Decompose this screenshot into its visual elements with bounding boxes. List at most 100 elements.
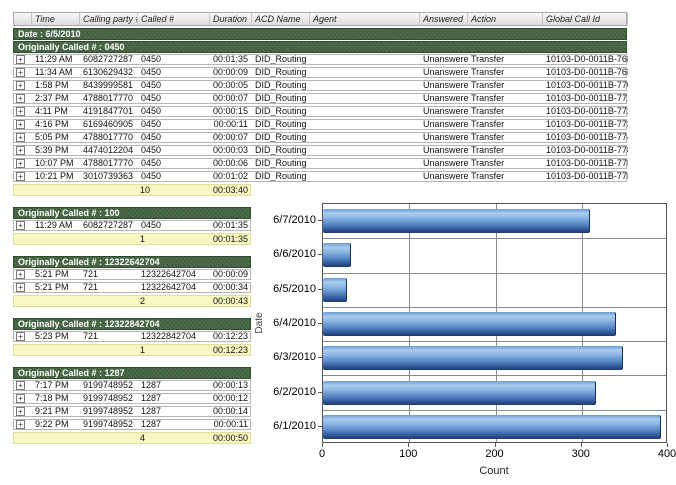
cell-time: 7:18 PM <box>35 394 69 403</box>
table-row: +5:05 PM 4788017770 0450 00:00:07 DID_Routin… <box>13 132 628 143</box>
group-summary-row: 10 00:03:40 <box>13 184 251 196</box>
cell-time: 1:58 PM <box>35 81 69 90</box>
y-tick-label: 6/2/2010 <box>273 385 316 398</box>
cell-called: 0450 <box>141 55 162 64</box>
plus-icon: + <box>16 221 25 230</box>
expand-button[interactable]: + <box>14 146 32 155</box>
bar-6-3-2010 <box>323 346 624 371</box>
cell-calling-party: 4788017770 <box>83 94 134 103</box>
cell-acd-name: DID_Routing <box>255 81 307 90</box>
cell-answered: Unanswered <box>423 81 468 90</box>
column-header-called[interactable]: Called # <box>138 13 210 25</box>
cell-time: 9:22 PM <box>35 420 69 429</box>
cell-calling-party: 4788017770 <box>83 159 134 168</box>
cell-global-call-id: 10103-D0-0011B-773 <box>546 120 628 129</box>
plus-icon: + <box>16 407 25 416</box>
y-tick-mark <box>318 288 322 290</box>
cell-acd-name: DID_Routing <box>255 146 307 155</box>
cell-calling-party: 4191847701 <box>83 107 134 116</box>
group-summary-row: 1 00:12:23 <box>13 344 251 356</box>
cell-calling-party: 9199748952 <box>83 394 134 403</box>
y-tick-mark <box>318 323 322 324</box>
cell-acd-name: DID_Routing <box>255 68 307 77</box>
expand-button[interactable]: + <box>14 381 32 390</box>
expand-button[interactable]: + <box>14 221 32 230</box>
cell-called: 1287 <box>141 420 162 429</box>
expand-button[interactable]: + <box>14 107 32 116</box>
table-row: +11:34 AM 6130629432 0450 00:00:09 DID_Routi… <box>13 67 628 78</box>
expand-button[interactable]: + <box>14 407 32 416</box>
cell-calling-party: 721 <box>83 283 99 292</box>
plus-icon: + <box>16 81 25 90</box>
cell-called: 12322642704 <box>141 283 197 292</box>
x-tick-mark <box>408 443 410 447</box>
cell-action: Transfer <box>471 146 505 155</box>
cell-global-call-id: 10103-D0-0011B-77F <box>546 172 628 181</box>
cell-called: 12322642704 <box>141 270 197 279</box>
cell-agent <box>310 159 420 168</box>
cell-action: Transfer <box>471 68 505 77</box>
cell-called: 0450 <box>141 107 162 116</box>
expand-button[interactable]: + <box>14 81 32 90</box>
x-tick-mark <box>580 443 582 447</box>
summary-total-duration: 00:01:35 <box>212 234 248 244</box>
cell-time: 4:16 PM <box>35 120 69 129</box>
plus-icon: + <box>16 332 25 341</box>
cell-calling-party: 6169460905 <box>83 120 134 129</box>
cell-acd-name: DID_Routing <box>255 55 307 64</box>
cell-calling-party: 8439999581 <box>83 81 134 90</box>
gridline-y <box>323 306 666 308</box>
group-summary-row: 1 00:01:35 <box>13 233 251 245</box>
column-header-acd-name[interactable]: ACD Name <box>252 13 310 25</box>
column-header-action[interactable]: Action <box>468 13 543 25</box>
y-axis-title: Date <box>254 312 265 334</box>
y-tick-mark <box>318 425 322 427</box>
column-header-global-call-id[interactable]: Global Call Id <box>543 13 628 25</box>
column-header-agent[interactable]: Agent <box>310 13 420 25</box>
cell-called: 12322842704 <box>141 332 197 341</box>
expand-button[interactable]: + <box>14 270 32 279</box>
cell-duration: 00:01:35 <box>213 55 249 64</box>
bar-6-5-2010 <box>323 277 348 302</box>
plus-icon: + <box>16 270 25 279</box>
cell-global-call-id: 10103-D0-0011B-770 <box>546 81 628 90</box>
expand-button[interactable]: + <box>14 159 32 168</box>
cell-time: 5:23 PM <box>35 332 69 341</box>
expand-button[interactable]: + <box>14 68 32 77</box>
bar-6-1-2010 <box>323 414 662 439</box>
column-header-duration[interactable]: Duration <box>210 13 252 25</box>
table-row: +5:21 PM 721 12322642704 00:00:09 <box>13 269 251 280</box>
cell-called: 1287 <box>141 407 162 416</box>
y-tick-mark <box>318 220 322 222</box>
summary-total-duration: 00:00:43 <box>212 296 248 306</box>
table-row: +2:37 PM 4788017770 0450 00:00:07 DID_Routin… <box>13 93 628 104</box>
expand-button[interactable]: + <box>14 120 32 129</box>
cell-called: 0450 <box>141 68 162 77</box>
expand-button[interactable]: + <box>14 55 32 64</box>
column-header-answered[interactable]: Answered <box>420 13 468 25</box>
bar-6-2-2010 <box>323 380 597 405</box>
expand-button[interactable]: + <box>14 394 32 403</box>
expand-button[interactable]: + <box>14 94 32 103</box>
table-row: +1:58 PM 8439999581 0450 00:00:05 DID_Routin… <box>13 80 628 91</box>
cell-global-call-id: 10103-D0-0011B-774 <box>546 133 628 142</box>
cell-duration: 00:00:09 <box>213 270 249 279</box>
expand-button[interactable]: + <box>14 420 32 429</box>
cell-agent <box>310 107 420 116</box>
group-header: Originally Called # : 12322642704 <box>13 256 251 268</box>
cell-acd-name: DID_Routing <box>255 172 307 181</box>
column-header-time[interactable]: Time <box>32 13 80 25</box>
cell-called: 0450 <box>141 120 162 129</box>
expand-button[interactable]: + <box>14 133 32 142</box>
cell-acd-name: DID_Routing <box>255 120 307 129</box>
cell-time: 5:39 PM <box>35 146 69 155</box>
cell-agent <box>310 133 420 142</box>
expand-button[interactable]: + <box>14 332 32 341</box>
cell-agent <box>310 120 420 129</box>
column-header-calling-party[interactable]: Calling party # <box>80 13 138 25</box>
cell-global-call-id: 10103-D0-0011B-778 <box>546 146 628 155</box>
expand-button[interactable]: + <box>14 283 32 292</box>
expand-button[interactable]: + <box>14 172 32 181</box>
cell-duration: 00:01:02 <box>213 172 249 181</box>
cell-calling-party: 4788017770 <box>83 133 134 142</box>
